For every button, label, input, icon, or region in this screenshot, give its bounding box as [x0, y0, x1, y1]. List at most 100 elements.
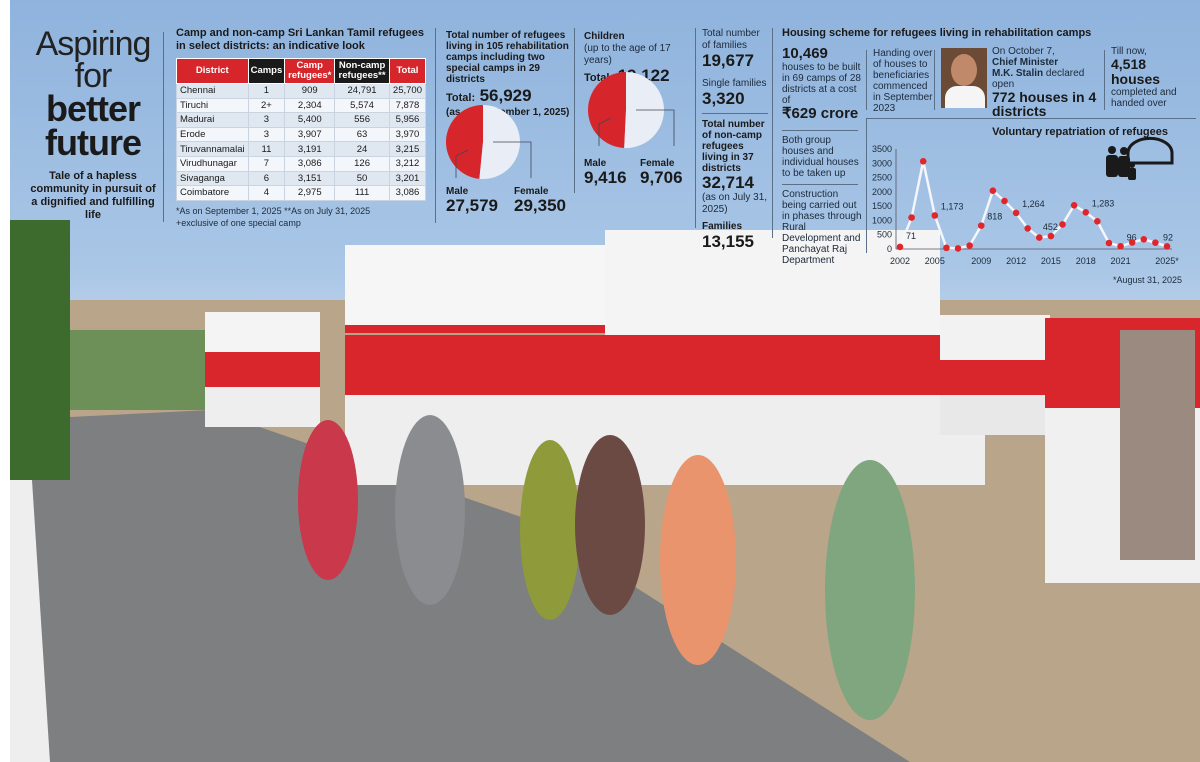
y-tick-label: 3500 — [872, 144, 892, 154]
completed-houses: Till now, 4,518 houses completed and han… — [1111, 46, 1191, 109]
divider — [866, 50, 867, 110]
cm-title: Chief Minister — [992, 57, 1059, 68]
table-cell: 3 — [247, 112, 286, 128]
data-point — [1024, 225, 1031, 232]
data-point — [1140, 235, 1148, 243]
table-cell: 3 — [247, 126, 286, 143]
data-point — [966, 242, 973, 249]
data-point — [1094, 217, 1101, 225]
x-tick-label: 2021 — [1111, 256, 1131, 266]
table-cell: 2,975 — [284, 185, 336, 201]
pie-slice-male — [446, 105, 483, 179]
female-value: 9,706 — [640, 168, 683, 187]
handover-text: Handing over of houses to beneficiaries … — [873, 48, 933, 114]
data-point — [954, 245, 962, 252]
cm-name: M.K. Stalin — [992, 68, 1044, 79]
female-value: 29,350 — [514, 196, 566, 215]
headline: Aspiring for better future Tale of a hap… — [28, 25, 158, 222]
headline-subtitle: Tale of a hapless community in pursuit o… — [30, 170, 156, 221]
table-cell: 126 — [334, 155, 390, 172]
cm-announcement: On October 7, Chief Minister M.K. Stalin… — [992, 46, 1104, 118]
refugees-heading: Total number of refugees living in 105 r… — [446, 30, 569, 85]
table-row: Virudhunagar 7 3,086 126 3,212 — [176, 155, 427, 172]
column-header: District — [176, 58, 249, 84]
male-label: Male — [446, 186, 469, 197]
table-cell: 50 — [334, 170, 390, 187]
y-tick-label: 2000 — [872, 187, 892, 197]
table-cell: 25,700 — [388, 83, 427, 99]
table-cell: Sivaganga — [176, 170, 249, 187]
table-cell: 111 — [334, 185, 390, 201]
data-label: 1,264 — [1022, 199, 1045, 209]
y-tick-label: 2500 — [872, 173, 892, 183]
x-tick-label: 2018 — [1076, 256, 1096, 266]
x-tick-label: 2009 — [971, 256, 991, 266]
table-cell: 4 — [247, 185, 286, 201]
data-point — [919, 157, 927, 165]
table-cell: 1 — [247, 83, 286, 99]
y-tick-label: 1000 — [872, 215, 892, 225]
refugees-section: Total number of refugees living in 105 r… — [446, 30, 576, 119]
divider — [702, 113, 768, 114]
construction-text: Construction being carried out in phases… — [782, 189, 862, 266]
headline-line1: Aspiring — [35, 25, 152, 63]
divider — [782, 130, 858, 131]
table-cell: 24,791 — [334, 83, 390, 99]
female-label: Female — [514, 186, 549, 197]
leader-line — [455, 149, 469, 178]
table-cell: 3,215 — [388, 141, 427, 157]
family-icon — [1106, 136, 1174, 180]
data-label: 92 — [1163, 232, 1173, 242]
children-sub: (up to the age of 17 years) — [584, 43, 671, 66]
data-point — [1128, 239, 1136, 246]
column-header: Camps — [247, 58, 286, 84]
refugees-pie — [446, 105, 532, 179]
children-pie — [588, 72, 675, 148]
table-cell: Madurai — [176, 112, 249, 128]
table-cell: 3,201 — [388, 170, 427, 187]
table-cell: Tiruvannamalai — [176, 141, 249, 157]
headline-line4: future — [45, 122, 142, 163]
y-tick-label: 3000 — [872, 158, 892, 168]
chart-note: *August 31, 2025 — [1113, 275, 1182, 285]
table-footnote-1: *As on September 1, 2025 **As on July 31… — [176, 205, 371, 216]
district-table-section: Camp and non-camp Sri Lankan Tamil refug… — [176, 27, 428, 229]
table-row: Madurai 3 5,400 556 5,956 — [176, 112, 427, 128]
data-label: 818 — [987, 212, 1002, 222]
table-row: Chennai 1 909 24,791 25,700 — [176, 83, 427, 99]
data-point — [1163, 243, 1171, 250]
leader-line — [636, 109, 675, 146]
completed-text: completed and handed over — [1111, 87, 1177, 109]
x-tick-label: 2025* — [1155, 256, 1179, 266]
divider — [782, 184, 858, 185]
cm-houses: 772 houses in 4 districts — [992, 89, 1097, 119]
children-female: Female 9,706 — [640, 158, 683, 187]
data-label: 1,283 — [1092, 198, 1115, 208]
table-cell: 2,304 — [284, 97, 336, 114]
table-cell: 3,212 — [388, 155, 427, 172]
families-section: Total number of families 19,677 Single f… — [702, 28, 770, 251]
chief-minister-photo — [941, 48, 987, 108]
total-label: Total: — [446, 92, 476, 104]
noncamp-date: (as on July 31, 2025) — [702, 192, 768, 215]
single-families-label: Single families — [702, 78, 767, 89]
houses-value: 10,469 — [782, 45, 828, 62]
data-point — [1070, 201, 1078, 209]
y-tick-label: 1500 — [872, 201, 892, 211]
table-cell: 24 — [334, 141, 390, 157]
table-cell: 5,400 — [284, 112, 336, 128]
children-male: Male 9,416 — [584, 158, 627, 187]
divider — [163, 32, 164, 222]
table-cell: 3,191 — [284, 141, 336, 157]
divider — [866, 118, 1196, 119]
table-title: Camp and non-camp Sri Lankan Tamil refug… — [176, 27, 424, 52]
male-value: 27,579 — [446, 196, 498, 215]
table-row: Tiruchi 2+ 2,304 5,574 7,878 — [176, 97, 427, 114]
housing-houses: 10,469 houses to be built in 69 camps of… — [782, 46, 864, 122]
table-cell: 3,970 — [388, 126, 427, 143]
data-point — [1105, 239, 1113, 247]
cm-date: On October 7, — [992, 46, 1055, 57]
data-point — [908, 214, 915, 221]
table-cell: 7 — [247, 155, 286, 172]
cost-value: ₹629 crore — [782, 105, 859, 122]
